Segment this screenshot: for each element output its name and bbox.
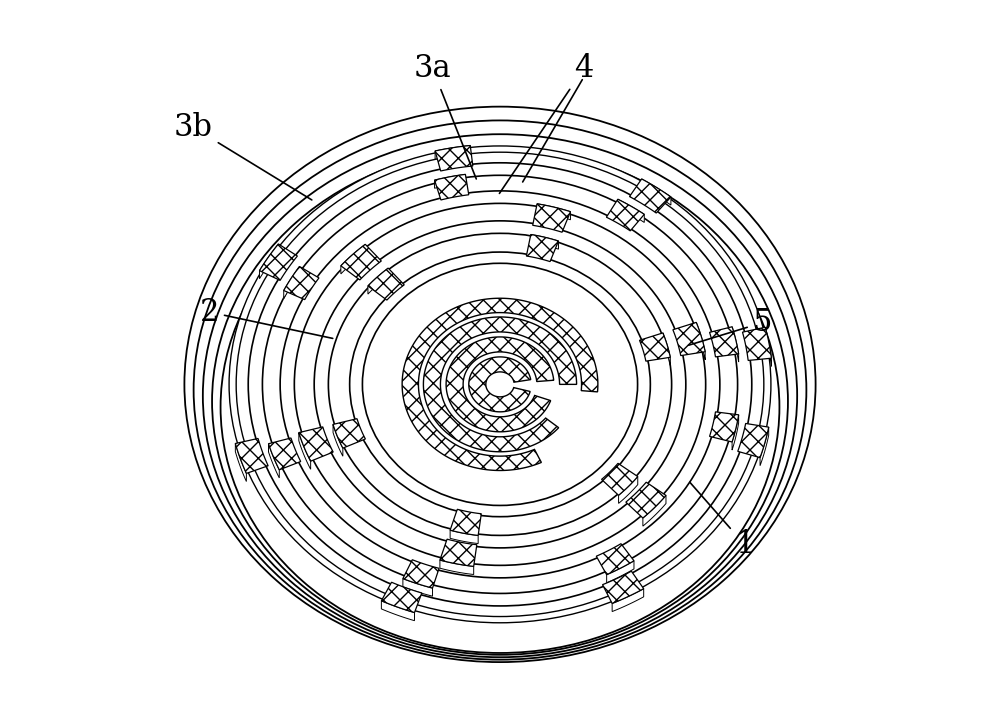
Polygon shape (446, 337, 554, 431)
Text: 5: 5 (688, 307, 772, 345)
Ellipse shape (350, 252, 650, 517)
Polygon shape (259, 244, 297, 281)
Polygon shape (440, 539, 477, 566)
Ellipse shape (236, 152, 764, 617)
Polygon shape (626, 482, 666, 518)
Polygon shape (368, 268, 388, 294)
Polygon shape (235, 439, 268, 473)
Polygon shape (469, 357, 531, 412)
Polygon shape (435, 145, 473, 171)
Polygon shape (696, 323, 705, 360)
Ellipse shape (184, 107, 816, 662)
Ellipse shape (229, 146, 771, 623)
Polygon shape (732, 415, 739, 450)
Polygon shape (440, 560, 474, 575)
Polygon shape (381, 601, 414, 621)
Polygon shape (640, 333, 670, 361)
Polygon shape (268, 444, 279, 478)
Polygon shape (435, 174, 469, 200)
Polygon shape (235, 444, 246, 481)
Polygon shape (299, 433, 311, 469)
Polygon shape (760, 427, 769, 466)
Polygon shape (606, 199, 644, 231)
Polygon shape (403, 579, 433, 596)
Polygon shape (738, 424, 769, 458)
Polygon shape (381, 582, 422, 612)
Ellipse shape (328, 234, 672, 535)
Polygon shape (368, 268, 404, 300)
Ellipse shape (280, 191, 720, 578)
Polygon shape (619, 476, 638, 503)
Polygon shape (663, 333, 670, 365)
Polygon shape (341, 244, 365, 274)
Polygon shape (299, 427, 333, 461)
Polygon shape (618, 199, 644, 222)
Ellipse shape (362, 263, 638, 506)
Ellipse shape (314, 221, 686, 548)
Polygon shape (268, 438, 301, 470)
Ellipse shape (248, 163, 752, 606)
Polygon shape (596, 544, 634, 575)
Polygon shape (333, 424, 343, 456)
Polygon shape (607, 561, 634, 583)
Polygon shape (643, 496, 666, 526)
Polygon shape (435, 145, 470, 159)
Polygon shape (450, 509, 481, 535)
Text: 3a: 3a (414, 53, 476, 179)
Text: 4: 4 (499, 53, 593, 194)
Polygon shape (602, 464, 638, 496)
Polygon shape (765, 328, 771, 366)
Polygon shape (710, 327, 739, 357)
Text: 3b: 3b (174, 112, 312, 200)
Polygon shape (732, 327, 739, 362)
Polygon shape (259, 244, 278, 279)
Ellipse shape (294, 204, 706, 565)
Polygon shape (533, 204, 570, 232)
Polygon shape (333, 419, 365, 448)
Polygon shape (450, 530, 478, 543)
Text: 2: 2 (199, 296, 333, 338)
Polygon shape (435, 174, 465, 188)
Polygon shape (742, 328, 771, 360)
Polygon shape (341, 244, 381, 280)
Polygon shape (284, 266, 300, 298)
Polygon shape (612, 589, 644, 612)
Polygon shape (630, 179, 671, 213)
Polygon shape (531, 234, 558, 249)
Polygon shape (402, 298, 598, 471)
Polygon shape (403, 560, 439, 588)
Polygon shape (603, 571, 644, 604)
Polygon shape (673, 323, 705, 355)
Polygon shape (710, 412, 739, 442)
Polygon shape (526, 234, 558, 261)
Polygon shape (423, 317, 577, 452)
Text: 1: 1 (690, 482, 754, 560)
Polygon shape (642, 179, 671, 205)
Ellipse shape (262, 175, 738, 593)
Polygon shape (284, 266, 319, 300)
Polygon shape (537, 204, 570, 220)
